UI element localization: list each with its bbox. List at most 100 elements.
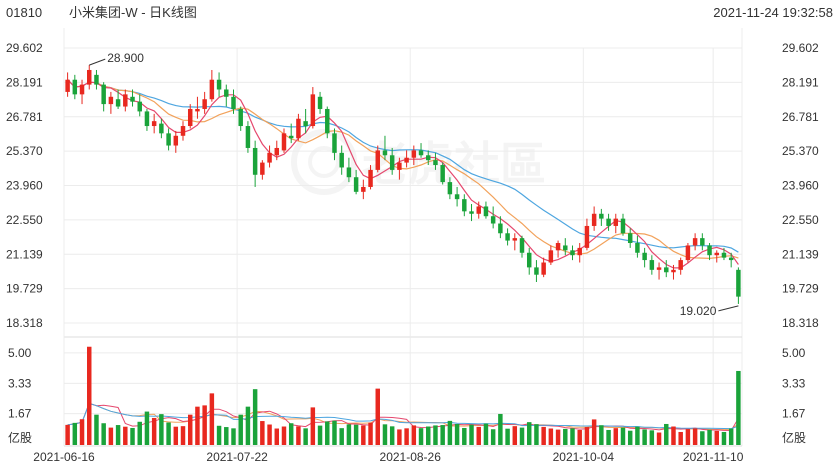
candle	[584, 218, 590, 251]
y-tick-label-right: 18.318	[782, 316, 819, 330]
candle-body	[649, 260, 655, 270]
y-tick-label-left: 28.191	[6, 75, 43, 89]
candle-body	[173, 135, 179, 146]
candle-body	[692, 238, 698, 246]
candle-body	[635, 243, 640, 253]
volume-bar	[303, 428, 308, 445]
volume-bar	[238, 414, 243, 445]
candle-body	[656, 267, 662, 270]
candle-body	[137, 101, 142, 112]
grid	[63, 28, 743, 447]
candle-body	[426, 155, 431, 161]
volume-bar	[389, 426, 395, 445]
candle-body	[130, 96, 135, 102]
candle-body	[216, 79, 222, 90]
candle-body	[382, 150, 388, 156]
candle-body	[202, 99, 207, 109]
candle-body	[642, 252, 647, 261]
candle-body	[714, 252, 719, 256]
annotations: 28.900 19.020	[89, 51, 739, 318]
volume-bar	[195, 406, 200, 445]
candle	[736, 267, 741, 304]
volume-bar	[555, 429, 561, 445]
volume-bar	[577, 429, 582, 445]
candle	[368, 165, 373, 190]
candle	[137, 94, 142, 117]
candle-body	[548, 250, 554, 263]
candle-body	[144, 111, 150, 127]
volume-bar	[606, 429, 611, 445]
candle-body	[498, 223, 503, 234]
candle	[462, 194, 467, 217]
volume-bar	[346, 424, 352, 445]
candle-body	[606, 218, 611, 226]
candle-body	[368, 169, 373, 187]
candle-body	[79, 84, 85, 95]
moving-average-lines	[67, 79, 739, 269]
min-price-leader	[718, 305, 739, 312]
x-axis: 2021-06-16 2021-07-22 2021-08-26 2021-10-04…	[33, 450, 743, 464]
candle-body	[519, 238, 525, 253]
candle	[130, 89, 135, 107]
candle-body	[353, 177, 359, 192]
volume-bar	[635, 426, 640, 445]
candle	[296, 113, 301, 141]
volume-bar	[87, 346, 92, 445]
volume-bar	[101, 423, 106, 445]
candle	[252, 140, 258, 187]
candle	[692, 233, 698, 251]
candle	[505, 228, 510, 246]
volume-bar	[541, 426, 546, 445]
candle-body	[685, 245, 691, 261]
candle	[664, 260, 669, 278]
y-axis-right: 29.602 28.191 26.781 25.370 23.960 22.550 21.1…	[782, 41, 819, 330]
volume-bar	[79, 419, 85, 445]
candle-body	[462, 199, 467, 212]
volume-bar	[108, 427, 114, 445]
candle-body	[209, 79, 215, 100]
volume-bar	[671, 426, 676, 445]
candle	[123, 89, 128, 112]
candle-body	[577, 247, 582, 256]
y-tick-label-left: 21.139	[6, 247, 43, 261]
candle-body	[389, 155, 395, 170]
candle-body	[361, 186, 366, 192]
volume-bar	[664, 423, 669, 445]
y-tick-label-left: 18.318	[6, 316, 43, 330]
candle-body	[411, 150, 417, 158]
y-tick-label-right: 21.139	[782, 247, 819, 261]
candle	[606, 213, 611, 231]
volume-bar	[490, 429, 496, 445]
candle	[397, 157, 402, 180]
candle	[728, 252, 734, 268]
candle	[115, 89, 121, 109]
volume-bar	[534, 424, 539, 445]
candle	[714, 250, 719, 263]
volume-bar	[361, 425, 366, 445]
volume-tick-label-left: 1.67	[8, 407, 32, 421]
candle	[144, 108, 150, 131]
volume-bar	[469, 424, 474, 445]
y-tick-label-left: 23.960	[6, 179, 43, 193]
candle	[476, 201, 481, 219]
candle-body	[512, 238, 518, 241]
candle-body	[325, 108, 330, 134]
candle	[382, 135, 388, 161]
candle	[72, 74, 78, 100]
candle	[404, 150, 409, 168]
candle	[389, 147, 395, 175]
candle	[159, 118, 164, 139]
candle	[65, 72, 70, 97]
volume-bar	[692, 428, 698, 445]
candle-body	[534, 267, 539, 275]
candle	[325, 106, 330, 139]
volume-bar	[209, 393, 215, 445]
volume-bar	[736, 370, 741, 445]
candle-body	[440, 165, 445, 183]
candle	[426, 150, 431, 166]
candle	[274, 140, 280, 161]
volume-bar	[548, 428, 554, 445]
y-tick-label-left: 25.370	[6, 144, 43, 158]
candle	[534, 260, 539, 283]
